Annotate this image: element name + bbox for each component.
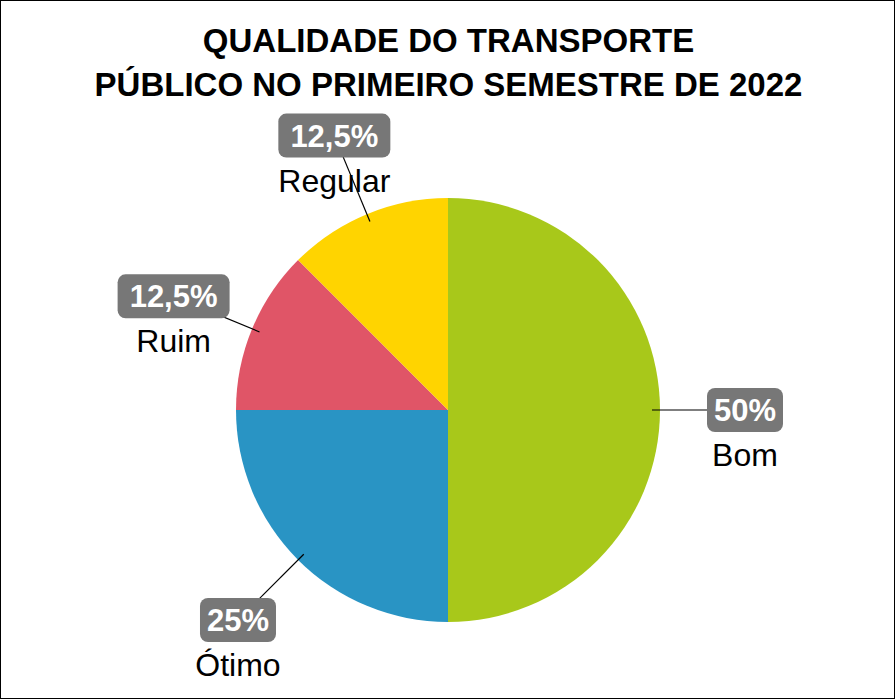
html-text:QUALIDADE DO TRANSPORTE PÚBLIC: QUALIDADE DO TRANSPORTE PÚBLICO NO PRIME…: [94, 22, 803, 103]
svg-text:25%: 25%: [207, 603, 269, 638]
svg-text:12,5%: 12,5%: [290, 119, 378, 154]
svg-text:12,5%: 12,5%: [130, 279, 218, 314]
svg-text:Ruim: Ruim: [136, 323, 211, 359]
svg-text:50%: 50%: [714, 393, 776, 428]
svg-text:Ótimo: Ótimo: [195, 647, 280, 683]
svg-text:Bom: Bom: [712, 437, 778, 473]
svg-text:Regular: Regular: [278, 163, 390, 199]
